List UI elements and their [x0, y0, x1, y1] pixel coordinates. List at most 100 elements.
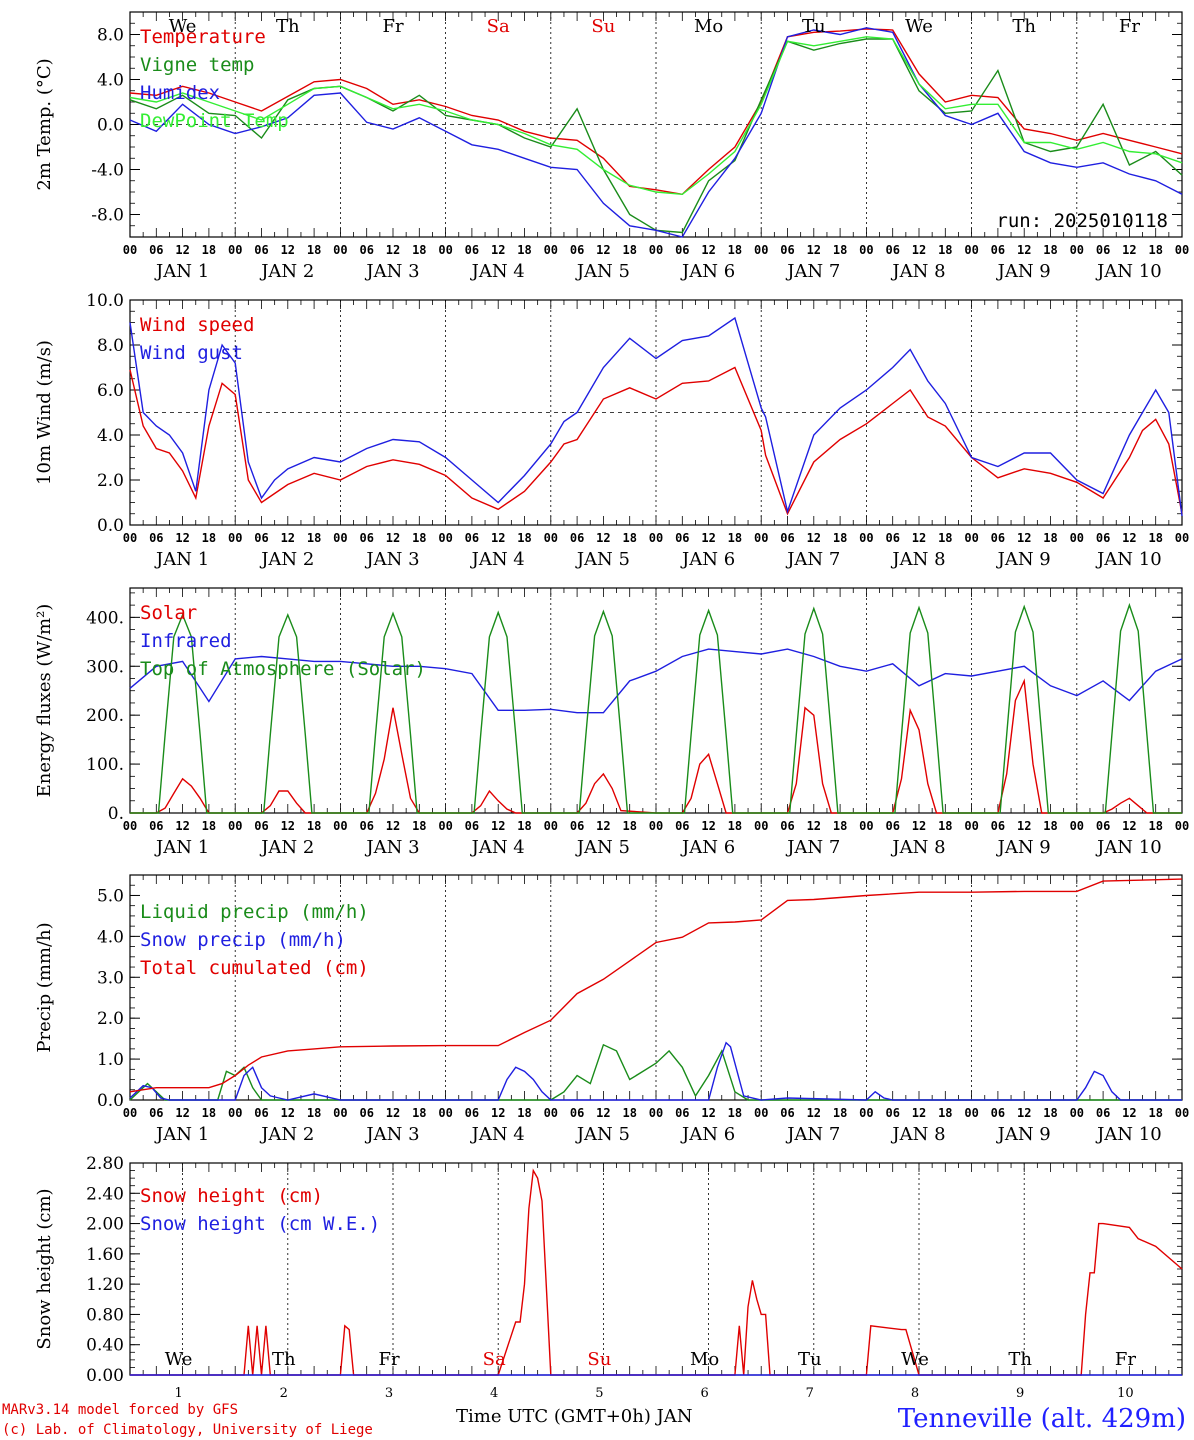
- hour-tick-label: 00: [438, 243, 452, 257]
- hour-tick-label: 06: [570, 243, 584, 257]
- y-axis-label: Precip (mm/h): [34, 922, 55, 1052]
- date-label: JAN 8: [890, 549, 945, 570]
- weekday-label: We: [901, 1349, 929, 1370]
- hour-tick-label: 12: [1017, 819, 1031, 833]
- y-axis-label: Snow height (cm): [34, 1188, 55, 1349]
- hour-tick-label: 06: [991, 819, 1005, 833]
- legend-entry: Humidex: [140, 82, 220, 104]
- hour-tick-label: 00: [649, 1106, 663, 1120]
- date-label: JAN 4: [470, 837, 525, 858]
- hour-tick-label: 00: [544, 531, 558, 545]
- hour-tick-label: 12: [596, 531, 610, 545]
- hour-tick-label: 12: [175, 243, 189, 257]
- y-tick-label: 0.00: [86, 1366, 124, 1386]
- weekday-label: Fr: [1119, 16, 1140, 37]
- hour-tick-label: 18: [728, 243, 742, 257]
- date-label: JAN 2: [259, 837, 314, 858]
- legend-entry: Wind speed: [140, 314, 254, 336]
- hour-tick-label: 12: [1122, 531, 1136, 545]
- date-label: JAN 5: [575, 837, 630, 858]
- hour-tick-label: 18: [307, 243, 321, 257]
- hour-tick-label: 00: [438, 531, 452, 545]
- y-tick-label: 4.0: [97, 71, 124, 91]
- hour-tick-label: 18: [1148, 243, 1162, 257]
- day-number-label: 9: [1016, 1386, 1024, 1401]
- hour-tick-label: 18: [202, 243, 216, 257]
- hour-tick-label: 18: [1148, 531, 1162, 545]
- hour-tick-label: 06: [465, 819, 479, 833]
- hour-tick-label: 12: [386, 243, 400, 257]
- run-label: run: 2025010118: [996, 210, 1168, 232]
- hour-tick-label: 18: [1043, 531, 1057, 545]
- hour-tick-label: 18: [938, 243, 952, 257]
- hour-tick-label: 12: [701, 1106, 715, 1120]
- hour-tick-label: 18: [622, 819, 636, 833]
- date-label: JAN 8: [890, 1124, 945, 1145]
- weekday-label: Fr: [378, 1349, 399, 1370]
- hour-tick-label: 18: [202, 531, 216, 545]
- hour-tick-label: 00: [754, 531, 768, 545]
- y-tick-label: -8.0: [91, 206, 124, 226]
- date-label: JAN 3: [364, 261, 419, 282]
- y-tick-label: 2.0: [97, 1009, 124, 1029]
- hour-tick-label: 00: [649, 819, 663, 833]
- hour-tick-label: 12: [386, 819, 400, 833]
- weekday-label: Th: [276, 16, 300, 37]
- footer-line-1: MARv3.14 model forced by GFS: [2, 1402, 239, 1418]
- weekday-label: Tu: [802, 16, 826, 37]
- date-label: JAN 8: [890, 261, 945, 282]
- hour-tick-label: 00: [859, 1106, 873, 1120]
- hour-tick-label: 12: [1017, 531, 1031, 545]
- date-label: JAN 2: [259, 261, 314, 282]
- hour-tick-label: 00: [544, 1106, 558, 1120]
- panel-1: [129, 11, 1183, 238]
- y-tick-label: 1.60: [86, 1245, 124, 1265]
- hour-tick-label: 12: [596, 1106, 610, 1120]
- weekday-label: Tu: [798, 1349, 822, 1370]
- weekday-label: Th: [272, 1349, 296, 1370]
- date-label: JAN 2: [259, 1124, 314, 1145]
- hour-tick-label: 12: [701, 243, 715, 257]
- date-label: JAN 7: [785, 261, 840, 282]
- day-number-label: 4: [490, 1386, 498, 1401]
- hour-tick-label: 00: [754, 1106, 768, 1120]
- hour-tick-label: 00: [1070, 819, 1084, 833]
- hour-tick-label: 18: [517, 243, 531, 257]
- hour-tick-label: 06: [675, 243, 689, 257]
- hour-tick-label: 06: [149, 819, 163, 833]
- y-tick-label: 8.0: [97, 26, 124, 46]
- y-tick-label: 6.0: [97, 381, 124, 401]
- hour-tick-label: 00: [754, 243, 768, 257]
- date-label: JAN 2: [259, 549, 314, 570]
- hour-tick-label: 12: [1122, 1106, 1136, 1120]
- date-label: JAN 7: [785, 1124, 840, 1145]
- hour-tick-label: 06: [149, 1106, 163, 1120]
- hour-tick-label: 12: [807, 1106, 821, 1120]
- legend-entry: Snow height (cm W.E.): [140, 1213, 380, 1235]
- hour-tick-label: 06: [991, 531, 1005, 545]
- y-tick-label: 2.0: [97, 471, 124, 491]
- hour-tick-label: 00: [964, 243, 978, 257]
- hour-tick-label: 00: [123, 243, 137, 257]
- hour-tick-label: 18: [307, 819, 321, 833]
- date-label: JAN 5: [575, 549, 630, 570]
- hour-tick-label: 12: [912, 243, 926, 257]
- hour-tick-label: 06: [780, 531, 794, 545]
- legend-entry: Solar: [140, 602, 197, 624]
- hour-tick-label: 12: [807, 243, 821, 257]
- y-tick-label: 300.: [86, 657, 124, 677]
- date-label: JAN 10: [1095, 549, 1162, 570]
- date-label: JAN 9: [996, 837, 1051, 858]
- weekday-label: We: [905, 16, 933, 37]
- hour-tick-label: 18: [833, 243, 847, 257]
- hour-tick-label: 00: [1175, 243, 1189, 257]
- hour-tick-label: 12: [281, 243, 295, 257]
- hour-tick-label: 00: [859, 819, 873, 833]
- hour-tick-label: 18: [728, 1106, 742, 1120]
- day-number-label: 6: [700, 1386, 708, 1401]
- hour-tick-label: 12: [491, 243, 505, 257]
- hour-tick-label: 12: [701, 531, 715, 545]
- day-number-label: 8: [911, 1386, 919, 1401]
- hour-tick-label: 12: [596, 819, 610, 833]
